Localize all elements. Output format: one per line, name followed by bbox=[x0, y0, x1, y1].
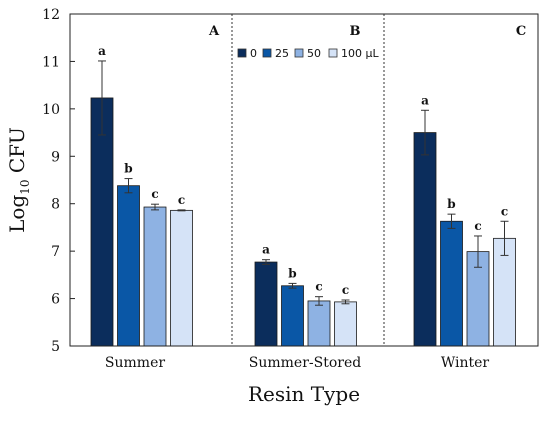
bar-summer-stored-2 bbox=[281, 285, 304, 347]
bar-summer-2 bbox=[117, 185, 140, 347]
y-tick-label: 8 bbox=[51, 197, 60, 213]
y-ticks: 5 6 7 8 9 10 11 12 bbox=[42, 7, 75, 355]
y-tick-label: 10 bbox=[42, 102, 60, 118]
panel-labels: A B C bbox=[208, 24, 526, 39]
significance-letter: b bbox=[447, 197, 455, 211]
axis-titles: Resin Type Log10 CFU bbox=[5, 127, 360, 406]
error-bars bbox=[98, 60, 509, 306]
bar-summer-4 bbox=[170, 209, 193, 347]
y-tick-label: 12 bbox=[42, 7, 60, 23]
y-axis-title: Log10 CFU bbox=[5, 127, 32, 233]
y-tick-label: 5 bbox=[51, 339, 60, 355]
x-category-labels: Summer Summer-Stored Winter bbox=[105, 355, 489, 371]
bar-summer-stored-1 bbox=[254, 261, 278, 347]
significance-letter: c bbox=[178, 193, 185, 207]
significance-letter: c bbox=[342, 283, 349, 297]
bar-summer-3 bbox=[143, 206, 167, 347]
significance-letter: c bbox=[474, 219, 481, 233]
significance-letter: b bbox=[124, 162, 132, 176]
bar-winter-1 bbox=[413, 132, 437, 347]
panel-label-c: C bbox=[516, 24, 526, 39]
significance-letter: b bbox=[288, 266, 296, 280]
legend-swatch bbox=[262, 48, 272, 58]
legend-label: 50 bbox=[307, 47, 321, 60]
legend: 0 25 50 100 μL bbox=[237, 47, 379, 60]
significance-letter: c bbox=[501, 204, 508, 218]
bar-summer-stored-4 bbox=[334, 301, 357, 347]
y-tick-label: 11 bbox=[42, 54, 60, 70]
y-tick-label: 9 bbox=[51, 149, 60, 165]
x-category-label: Summer bbox=[105, 355, 165, 371]
legend-label: 0 bbox=[250, 47, 257, 60]
y-tick-label: 6 bbox=[51, 292, 60, 308]
panel-label-b: B bbox=[350, 24, 361, 39]
significance-letter: a bbox=[98, 44, 106, 58]
bar-winter-2 bbox=[440, 220, 463, 347]
legend-label: 100 μL bbox=[341, 47, 379, 60]
significance-letter: a bbox=[262, 243, 270, 257]
significance-letter: c bbox=[151, 187, 158, 201]
plot-frame bbox=[69, 13, 539, 347]
legend-swatch bbox=[328, 48, 338, 58]
x-category-label: Winter bbox=[441, 355, 490, 371]
x-axis-title: Resin Type bbox=[248, 382, 360, 406]
y-tick-label: 7 bbox=[51, 244, 60, 260]
significance-letter: c bbox=[315, 280, 322, 294]
significance-letters: a a a b b b c c c c c c bbox=[98, 44, 508, 297]
legend-swatch bbox=[237, 48, 247, 58]
panel-label-a: A bbox=[208, 24, 220, 39]
axes bbox=[69, 13, 539, 347]
panel-dividers bbox=[231, 14, 385, 346]
significance-letter: a bbox=[421, 93, 429, 107]
bar-summer-stored-3 bbox=[307, 300, 331, 347]
x-category-label: Summer-Stored bbox=[249, 355, 361, 371]
legend-swatch bbox=[294, 48, 304, 58]
legend-label: 25 bbox=[275, 47, 289, 60]
